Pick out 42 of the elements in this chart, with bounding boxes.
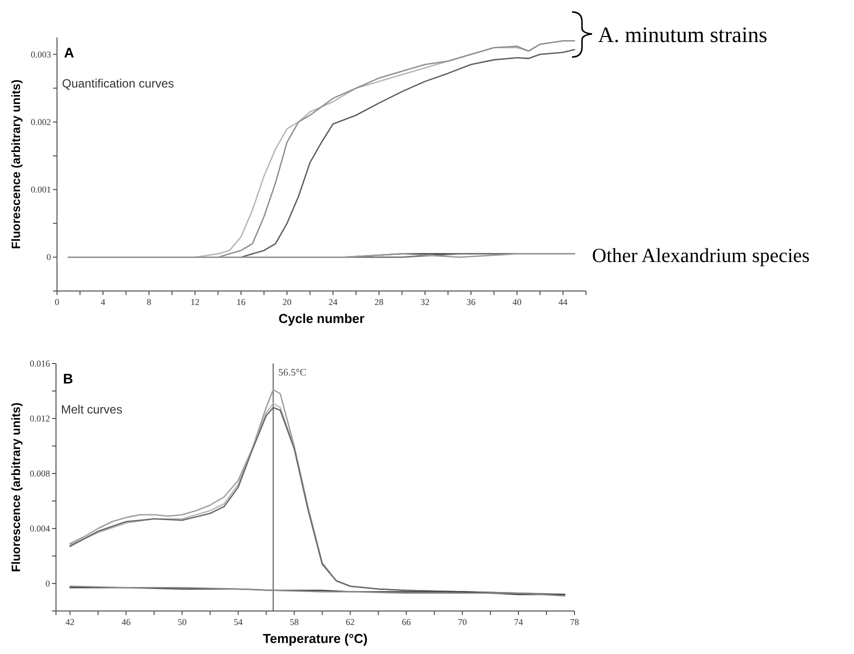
x-tick-label: 4 <box>100 297 106 307</box>
x-tick-label: 32 <box>420 297 430 307</box>
x-tick-label: 44 <box>558 297 568 307</box>
x-tick-label: 0 <box>54 297 60 307</box>
x-tick-label: 74 <box>514 617 524 627</box>
y-tick-label: 0.004 <box>30 524 50 534</box>
x-axis-title: Temperature (°C) <box>262 631 368 646</box>
text: Other Alexandrium species <box>592 245 810 267</box>
y-axis-title: Fluorescence (arbitrary units) <box>9 402 23 572</box>
y-tick-label: 0 <box>46 578 50 588</box>
annotation: B <box>63 370 74 386</box>
x-tick-label: 54 <box>234 617 244 627</box>
x-tick-label: 78 <box>570 617 580 627</box>
x-tick-label: 8 <box>146 297 152 307</box>
x-tick-label: 20 <box>282 297 292 307</box>
x-tick-label: 28 <box>374 297 384 307</box>
x-tick-label: 12 <box>190 297 200 307</box>
y-tick-label: 0.002 <box>30 117 51 127</box>
x-axis-title: Cycle number <box>278 311 364 326</box>
x-tick-label: 58 <box>290 617 300 627</box>
x-tick-label: 70 <box>458 617 468 627</box>
x-tick-label: 46 <box>122 617 132 627</box>
y-tick-label: 0.003 <box>30 49 52 60</box>
annotation: Melt curves <box>61 402 122 416</box>
x-tick-label: 42 <box>66 617 75 627</box>
y-tick-label: 0.012 <box>30 414 50 424</box>
y-tick-label: 0.008 <box>30 468 50 478</box>
x-tick-label: 50 <box>178 617 188 627</box>
y-tick-label: 0 <box>46 252 52 262</box>
text: A. minutum strains <box>598 22 768 47</box>
x-tick-label: 24 <box>328 297 338 307</box>
annotation: Quantification curves <box>62 76 174 90</box>
x-tick-label: 66 <box>402 617 412 627</box>
x-tick-label: 62 <box>346 617 355 627</box>
y-axis-title: Fluorescence (arbitrary units) <box>9 80 23 249</box>
ref-line-label: 56.5°C <box>278 368 307 378</box>
x-tick-label: 36 <box>466 297 476 307</box>
x-tick-label: 40 <box>512 297 522 307</box>
annotation: A <box>64 44 74 60</box>
y-tick-label: 0.016 <box>30 358 50 368</box>
y-tick-label: 0.001 <box>30 184 51 195</box>
x-tick-label: 16 <box>236 297 246 307</box>
